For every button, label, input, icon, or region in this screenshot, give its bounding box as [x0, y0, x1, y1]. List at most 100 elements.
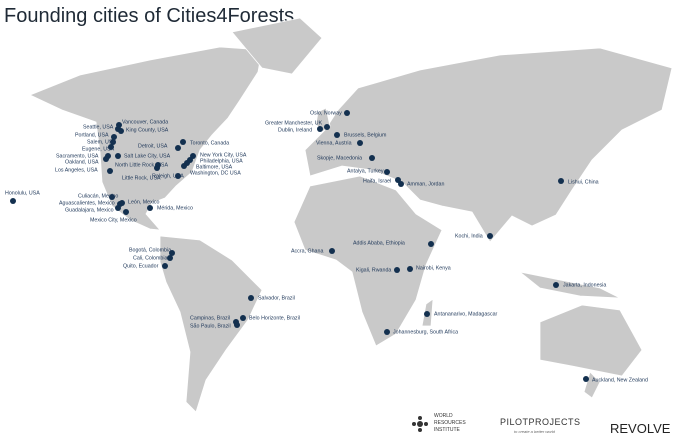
city-label: Vancouver, Canada	[122, 119, 168, 125]
wri-text: INSTITUTE	[434, 427, 460, 433]
city-label: Auckland, New Zealand	[592, 377, 648, 383]
city-marker	[175, 173, 181, 179]
city-label: Philadelphia, USA	[200, 158, 243, 164]
city-label: Raleigh, USA	[152, 173, 184, 179]
city-label: Oslo, Norway	[310, 110, 342, 116]
city-marker	[398, 181, 404, 187]
city-marker	[369, 155, 375, 161]
land	[28, 17, 673, 413]
city-marker	[119, 200, 125, 206]
city-label: Antalya, Turkey	[347, 168, 384, 174]
city-marker	[103, 156, 109, 162]
city-marker	[357, 140, 363, 146]
city-marker	[240, 315, 246, 321]
city-marker	[181, 163, 187, 169]
city-marker	[110, 139, 116, 145]
city-label: Little Rock, USA	[122, 175, 161, 181]
city-label: Salem, USA	[87, 139, 116, 145]
city-label: Amman, Jordan	[407, 181, 444, 187]
city-marker	[108, 144, 114, 150]
city-label: Sacramento, USA	[56, 153, 99, 159]
city-label: Vienna, Austria	[316, 140, 352, 146]
city-label: Los Angeles, USA	[55, 167, 98, 173]
city-label: Lishui, China	[568, 179, 599, 185]
city-marker	[334, 132, 340, 138]
city-label: New York City, USA	[200, 152, 247, 158]
city-label: Quito, Ecuador	[123, 263, 159, 269]
city-marker	[115, 205, 121, 211]
city-marker	[115, 153, 121, 159]
city-label: Kigali, Rwanda	[356, 267, 391, 273]
city-label: Addis Ababa, Ethiopia	[353, 240, 405, 246]
city-marker	[109, 194, 115, 200]
city-marker	[111, 134, 117, 140]
city-label: Portland, USA	[75, 132, 109, 138]
city-label: Belo Horizonte, Brazil	[249, 315, 300, 321]
city-marker	[428, 241, 434, 247]
city-marker	[234, 322, 240, 328]
city-label: Oakland, USA	[65, 159, 99, 165]
city-marker	[394, 267, 400, 273]
city-label: North Little Rock, USA	[115, 162, 168, 168]
city-label: Salt Lake City, USA	[124, 153, 171, 159]
city-marker	[329, 248, 335, 254]
city-label: Seattle, USA	[83, 124, 114, 130]
city-label: Toronto, Canada	[190, 140, 229, 146]
city-marker	[154, 165, 160, 171]
city-label: León, Mexico	[128, 199, 160, 205]
city-label: Dublin, Ireland	[278, 127, 312, 133]
city-marker	[10, 198, 16, 204]
city-label: Johannesburg, South Africa	[393, 329, 458, 335]
pilot-logo: PILOTPROJECTS	[500, 417, 581, 427]
city-label: Culiacán, Mexico	[78, 193, 118, 199]
city-label: Jakarta, Indonesia	[563, 282, 606, 288]
city-label: Baltimore, USA	[196, 164, 233, 170]
city-label: Campinas, Brazil	[190, 315, 230, 321]
city-marker	[344, 110, 350, 116]
city-marker	[107, 168, 113, 174]
city-label: Guadalajara, Mexico	[65, 207, 114, 213]
city-label: Detroit, USA	[138, 143, 168, 149]
city-label: Accra, Ghana	[291, 248, 323, 254]
city-marker	[123, 209, 129, 215]
revolve-logo: REVOLVE	[610, 421, 671, 436]
wri-text: RESOURCES	[434, 420, 466, 426]
city-label: Aguascalientes, Mexico	[59, 200, 115, 206]
city-label: Greater Manchester, UK	[265, 120, 323, 126]
city-marker	[384, 169, 390, 175]
wri-text: WORLD	[434, 413, 453, 419]
city-label: Kochi, India	[455, 233, 483, 239]
city-marker	[558, 178, 564, 184]
wri-logo-mark	[412, 416, 428, 432]
city-marker	[324, 124, 330, 130]
city-marker	[384, 329, 390, 335]
city-label: Cali, Colombia	[133, 255, 167, 261]
city-label: Brussels, Belgium	[344, 132, 387, 138]
city-label: Mexico City, Mexico	[90, 217, 137, 223]
city-marker	[553, 282, 559, 288]
city-label: Bogotá, Colombia	[129, 247, 171, 253]
city-marker	[118, 128, 124, 134]
city-marker	[583, 376, 589, 382]
city-marker	[169, 250, 175, 256]
city-label: Mérida, Mexico	[157, 205, 193, 211]
city-marker	[175, 145, 181, 151]
city-marker	[424, 311, 430, 317]
pilot-tagline: to create a better world	[514, 429, 556, 434]
city-label: Washington, DC USA	[190, 170, 241, 176]
city-marker	[116, 122, 122, 128]
city-label: Skopje, Macedonia	[317, 155, 362, 161]
city-marker	[180, 139, 186, 145]
city-marker	[407, 266, 413, 272]
title: Founding cities of Cities4Forests	[4, 5, 294, 27]
city-marker	[167, 255, 173, 261]
city-label: Antananarivo, Madagascar	[434, 311, 498, 317]
city-marker	[248, 295, 254, 301]
city-label: Honolulu, USA	[5, 190, 40, 196]
city-marker	[162, 263, 168, 269]
city-marker	[317, 126, 323, 132]
city-marker	[147, 205, 153, 211]
city-marker	[487, 233, 493, 239]
city-label: Eugene, USA	[82, 146, 115, 152]
